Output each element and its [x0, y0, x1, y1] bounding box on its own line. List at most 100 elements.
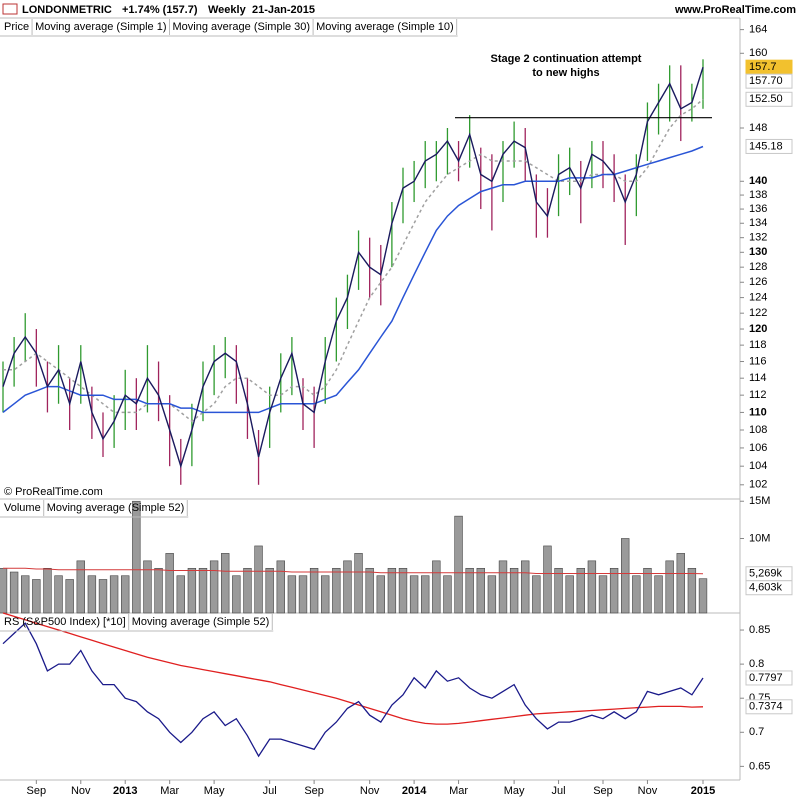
x-tick-label: Sep — [304, 785, 324, 797]
volume-bar — [587, 560, 597, 614]
y-tick-label: 118 — [749, 339, 767, 351]
volume-bar — [454, 515, 463, 614]
legend-entry: Moving average (Simple 30) — [173, 21, 311, 33]
volume-bar — [576, 567, 585, 614]
site: www.ProRealTime.com — [674, 4, 796, 16]
value-marker-label: 0.7374 — [749, 701, 783, 713]
volume-bar — [376, 575, 385, 614]
volume-bar — [221, 553, 230, 614]
y-tick-label: 15M — [749, 495, 770, 507]
x-tick-label: Nov — [638, 785, 658, 797]
volume-ma-line — [3, 567, 704, 575]
volume-bar — [543, 545, 552, 614]
y-tick-label: 148 — [749, 122, 767, 134]
y-tick-label: 120 — [749, 323, 767, 335]
y-tick-label: 136 — [749, 203, 767, 215]
x-tick-label: Sep — [593, 785, 613, 797]
x-tick-label: Sep — [27, 785, 47, 797]
volume-bar — [343, 560, 352, 614]
volume-bar — [387, 567, 397, 614]
volume-bar — [698, 578, 708, 614]
y-tick-label: 130 — [749, 246, 767, 258]
volume-bar — [43, 567, 52, 614]
y-tick-label: 102 — [749, 479, 767, 491]
value-marker-label: 157.7 — [749, 61, 777, 73]
y-tick-label: 0.65 — [749, 760, 770, 772]
y-tick-label: 104 — [749, 460, 767, 472]
copyright: © ProRealTime.com — [4, 486, 103, 498]
volume-bar — [476, 567, 485, 614]
volume-bar — [687, 567, 697, 614]
volume-bar — [232, 575, 241, 614]
volume-bar — [132, 500, 141, 614]
y-tick-label: 134 — [749, 217, 767, 229]
volume-bar — [76, 560, 85, 614]
volume-bar — [409, 575, 419, 614]
value-marker-box — [745, 138, 793, 154]
x-tick-label: Nov — [360, 785, 380, 797]
volume-bar — [143, 560, 152, 614]
volume-bar — [654, 575, 663, 614]
change: +1.74% (157.7) — [122, 4, 198, 16]
y-tick-label: 124 — [749, 292, 767, 304]
volume-bar — [498, 560, 508, 614]
volume-bar — [243, 567, 252, 614]
volume-bar — [565, 575, 574, 614]
value-marker-label: 145.18 — [749, 140, 783, 152]
value-marker-label: 0.7797 — [749, 672, 783, 684]
legend-entry: RS (S&P500 Index) [*10] — [4, 616, 126, 628]
volume-bar — [32, 579, 41, 614]
y-tick-label: 122 — [749, 307, 767, 319]
x-tick-label: 2015 — [691, 785, 715, 797]
volume-bar — [187, 567, 197, 614]
volume-bar — [365, 567, 374, 614]
volume-bar — [254, 545, 263, 614]
x-tick-label: Mar — [160, 785, 179, 797]
volume-bar — [176, 575, 185, 614]
x-tick-label: 2014 — [402, 785, 427, 797]
volume-bar — [332, 567, 341, 614]
y-tick-label: 160 — [749, 47, 767, 59]
logo-icon — [2, 3, 18, 15]
volume-bar — [109, 575, 119, 614]
annotation: Stage 2 continuation attempt — [491, 53, 642, 65]
volume-bar — [9, 571, 19, 614]
volume-bar — [676, 553, 685, 614]
volume-bar — [432, 560, 441, 614]
volume-bar — [121, 575, 130, 614]
volume-bar — [287, 575, 297, 614]
volume-bar — [98, 579, 108, 614]
y-tick-label: 112 — [749, 389, 767, 401]
period: Weekly — [208, 4, 247, 16]
value-marker-box — [745, 580, 793, 596]
volume-bar — [65, 579, 74, 614]
volume-bar — [532, 575, 541, 614]
volume-bar — [198, 567, 208, 614]
x-tick-label: 2013 — [113, 785, 137, 797]
value-marker-label: 4,603k — [749, 582, 783, 594]
y-tick-label: 116 — [749, 355, 767, 367]
volume-bar — [487, 575, 497, 614]
volume-bar — [87, 575, 97, 614]
moving-average-line — [2, 145, 704, 414]
volume-bar — [0, 567, 8, 614]
volume-bar — [21, 575, 30, 614]
y-tick-label: 126 — [749, 276, 767, 288]
y-tick-label: 138 — [749, 189, 767, 201]
volume-bar — [265, 567, 274, 614]
value-marker-box — [745, 670, 793, 686]
volume-bar — [443, 575, 452, 614]
legend-entry: Moving average (Simple 1) — [35, 21, 166, 33]
volume-bar — [321, 575, 330, 614]
y-tick-label: 106 — [749, 442, 767, 454]
volume-bar — [209, 560, 219, 614]
value-marker-label: 5,269k — [749, 568, 783, 580]
x-tick-label: Jul — [263, 785, 277, 797]
rs-line — [2, 622, 704, 758]
volume-bar — [521, 560, 530, 614]
x-tick-label: Mar — [449, 785, 468, 797]
value-marker-label: 152.50 — [749, 93, 783, 105]
volume-bar — [298, 575, 308, 614]
legend-entry: Price — [4, 21, 29, 33]
